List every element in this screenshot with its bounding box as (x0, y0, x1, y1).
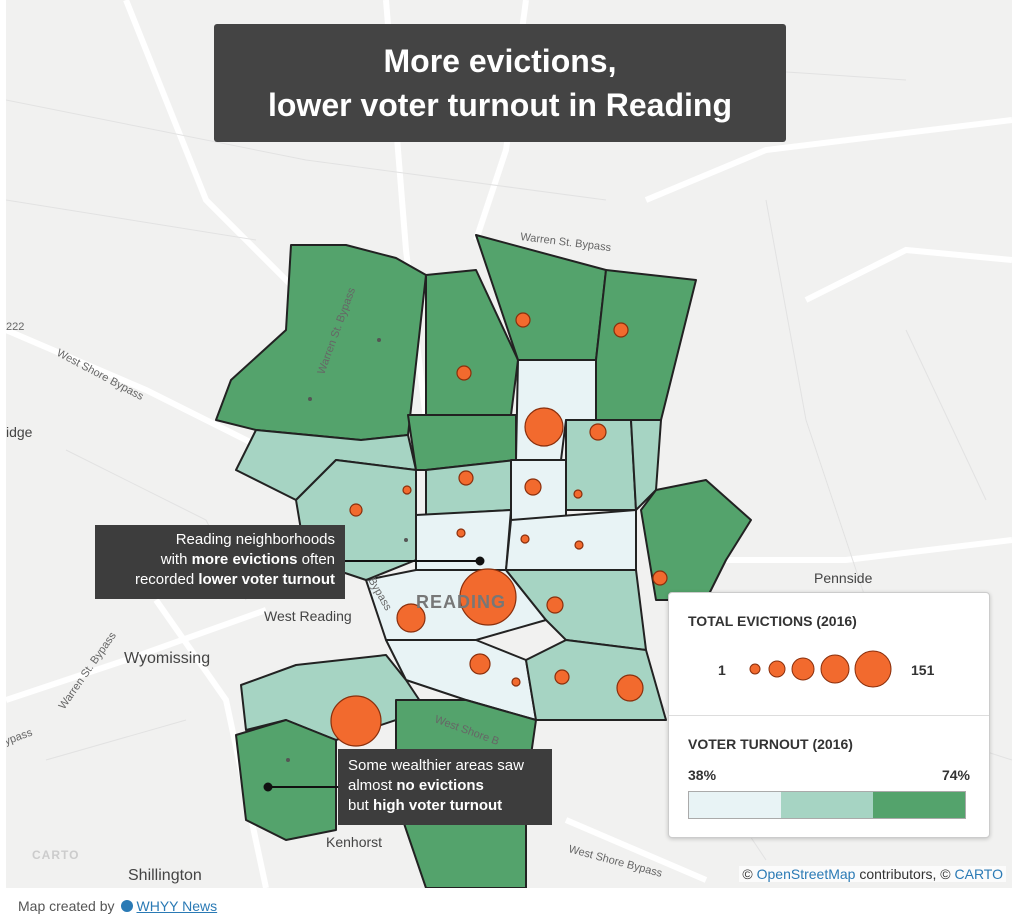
legend-turnout-min: 38% (688, 767, 717, 783)
tract-nw-1[interactable] (215, 244, 427, 441)
annotation-line: but high voter turnout (348, 796, 542, 816)
carto-link[interactable]: CARTO (954, 866, 1004, 882)
eviction-dot[interactable] (456, 528, 466, 538)
annotation-line: with more evictions often (105, 550, 335, 570)
legend-turnout-max: 74% (941, 767, 970, 783)
eviction-dot[interactable] (349, 503, 363, 517)
speech-bubble-icon (120, 900, 133, 912)
text-span: but (348, 797, 374, 814)
text-span: recorded (134, 571, 199, 588)
tract-ne-4[interactable] (595, 269, 697, 421)
road-label-bypass-left: ypass (6, 727, 34, 748)
road-label-west-shore: West Shore Bypass (55, 347, 146, 403)
turnout-swatch-mid (781, 792, 873, 818)
annotation-wealthy: Some wealthier areas saw almost no evict… (338, 749, 552, 825)
turnout-swatch-low (689, 792, 781, 818)
road-label-warren-sw: Warren St. Bypass (57, 630, 119, 712)
eviction-dots (286, 312, 668, 762)
footer: Map created by WHYY News (18, 898, 217, 914)
title-line-1: More evictions, (383, 43, 617, 79)
text-span: with (160, 551, 192, 568)
eviction-dot[interactable] (546, 596, 564, 614)
place-label-shillington: Shillington (128, 867, 202, 884)
tract-sw-21[interactable] (235, 719, 337, 841)
eviction-dot[interactable] (554, 669, 570, 685)
eviction-dot[interactable] (330, 695, 382, 747)
annotation-evictions: Reading neighborhoods with more eviction… (95, 525, 345, 599)
map-attribution: © OpenStreetMap contributors, © CARTO (739, 866, 1006, 882)
map-legend: TOTAL EVICTIONS (2016) 1 151 VOTER TURNO… (668, 592, 990, 838)
place-label-ridge: idge (6, 424, 33, 440)
eviction-dot[interactable] (524, 407, 564, 447)
text-span: almost (348, 777, 397, 794)
eviction-dot[interactable] (652, 570, 668, 586)
eviction-dot[interactable] (616, 674, 644, 702)
place-label-wyomissing: Wyomissing (124, 650, 211, 667)
eviction-dot[interactable] (469, 653, 491, 675)
place-label-west-reading: West Reading (264, 608, 352, 624)
carto-logo: CARTO (32, 848, 80, 862)
eviction-dot[interactable] (286, 758, 290, 762)
annotation-line: Reading neighborhoods (175, 531, 335, 548)
eviction-dot[interactable] (613, 322, 629, 338)
title-line-2: lower voter turnout in Reading (267, 87, 732, 123)
eviction-dot[interactable] (524, 478, 542, 496)
eviction-dot[interactable] (308, 397, 312, 401)
eviction-dot[interactable] (511, 677, 521, 687)
eviction-dot[interactable] (402, 485, 412, 495)
legend-evictions-min: 1 (718, 662, 726, 678)
tract-e-15[interactable] (640, 479, 752, 601)
bold-span: high voter turnout (373, 797, 503, 814)
tract-c-9[interactable] (425, 459, 517, 516)
place-label-pennside: Pennside (814, 570, 873, 586)
tract-n-2[interactable] (425, 269, 519, 416)
eviction-dot[interactable] (458, 470, 474, 486)
eviction-dot[interactable] (459, 568, 517, 626)
bold-span: more evictions (191, 551, 298, 568)
tract-s-19[interactable] (525, 639, 667, 721)
map-canvas[interactable]: Warren St. Bypass Warren St. Bypass West… (6, 0, 1012, 888)
legend-evictions-max: 151 (911, 662, 935, 678)
eviction-dot[interactable] (456, 365, 472, 381)
eviction-dot[interactable] (589, 423, 607, 441)
basemap-svg: Warren St. Bypass Warren St. Bypass West… (6, 0, 1012, 888)
bold-span: no evictions (396, 777, 484, 794)
annotation-line: almost no evictions (348, 776, 542, 796)
eviction-dot[interactable] (396, 603, 426, 633)
whyy-news-link[interactable]: WHYY News (136, 898, 218, 914)
map-title: More evictions, lower voter turnout in R… (214, 24, 786, 142)
legend-eviction-size-scale (749, 650, 892, 688)
footer-prefix: Map created by (18, 898, 115, 914)
attribution-prefix: © (742, 866, 753, 882)
attribution-mid: contributors, © (859, 866, 951, 882)
city-label: READING (416, 592, 506, 612)
annotation-leaders (263, 556, 485, 792)
eviction-dot[interactable] (573, 489, 583, 499)
eviction-dot[interactable] (574, 540, 584, 550)
turnout-swatch-high (873, 792, 965, 818)
eviction-dot[interactable] (377, 338, 381, 342)
road-label-222: 222 (6, 321, 24, 333)
text-span: often (297, 551, 335, 568)
legend-divider (669, 715, 989, 716)
eviction-dot[interactable] (404, 538, 408, 542)
annotation-line: recorded lower voter turnout (105, 570, 335, 590)
legend-turnout-scale (688, 791, 966, 819)
legend-turnout-title: VOTER TURNOUT (2016) (688, 736, 853, 752)
bold-span: lower voter turnout (198, 571, 335, 588)
legend-evictions-title: TOTAL EVICTIONS (2016) (688, 613, 857, 629)
eviction-dot[interactable] (520, 534, 530, 544)
osm-link[interactable]: OpenStreetMap (756, 866, 856, 882)
road-label-west-shore-bottom: West Shore Bypass (567, 843, 664, 880)
place-label-kenhorst: Kenhorst (326, 834, 383, 850)
eviction-dot[interactable] (515, 312, 531, 328)
annotation-line: Some wealthier areas saw (348, 757, 524, 774)
